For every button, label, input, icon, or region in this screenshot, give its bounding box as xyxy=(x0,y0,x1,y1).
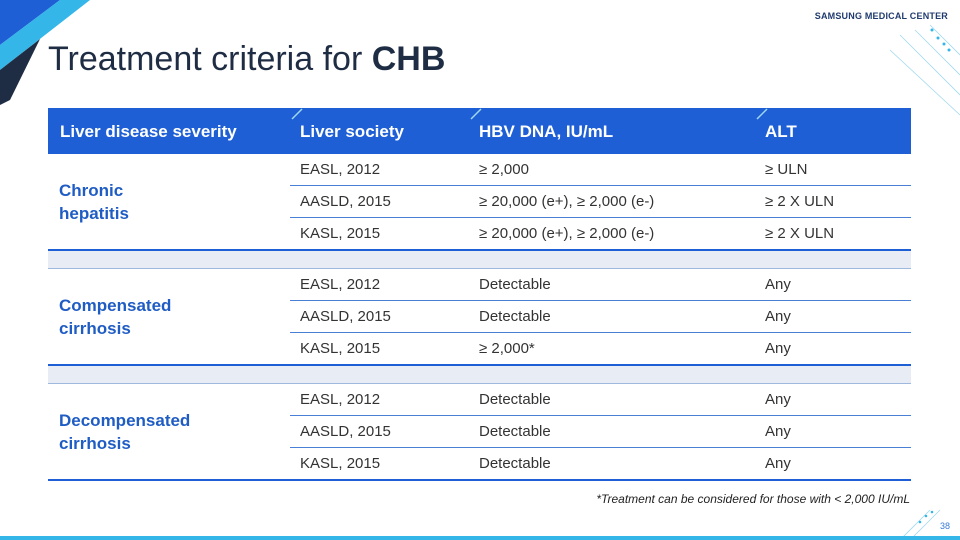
cell-society: AASLD, 2015 xyxy=(300,423,391,440)
cell-hbv-dna: Detectable xyxy=(479,455,551,472)
corner-decoration xyxy=(0,0,90,105)
header-cell-hbv-dna: HBV DNA, IU/mL xyxy=(479,122,614,141)
cell-society: KASL, 2015 xyxy=(300,455,381,472)
group-label-line: hepatitis xyxy=(59,204,129,223)
network-decoration-bottom xyxy=(900,509,941,540)
cell-hbv-dna: ≥ 20,000 (e+), ≥ 2,000 (e-) xyxy=(479,193,655,210)
cell-hbv-dna: Detectable xyxy=(479,308,551,325)
title-normal: Treatment criteria for xyxy=(48,40,372,78)
table-row: KASL, 2015 ≥ 2,000* Any xyxy=(290,333,911,364)
table-row: AASLD, 2015 ≥ 20,000 (e+), ≥ 2,000 (e-) … xyxy=(290,186,911,218)
network-decoration xyxy=(889,24,960,116)
table-row: EASL, 2012 ≥ 2,000 ≥ ULN xyxy=(290,154,911,186)
header-cell-alt: ALT xyxy=(765,122,797,141)
cell-hbv-dna: Detectable xyxy=(479,276,551,293)
cell-society: EASL, 2012 xyxy=(300,161,381,178)
group-label-line: Compensated xyxy=(59,296,172,315)
table-header-row: Liver disease severity Liver society HBV… xyxy=(48,108,911,154)
header-tick-icon xyxy=(470,108,482,120)
cell-alt: Any xyxy=(765,276,791,293)
header-tick-icon xyxy=(291,108,303,120)
header-cell-society: Liver society xyxy=(300,122,404,141)
brand-logo-text: SAMSUNG MEDICAL CENTER xyxy=(814,11,948,21)
page-title: Treatment criteria for CHB xyxy=(48,40,445,79)
table-row: EASL, 2012 Detectable Any xyxy=(290,384,911,416)
header-tick-icon xyxy=(756,108,768,120)
cell-society: EASL, 2012 xyxy=(300,276,381,293)
header-cell-severity: Liver disease severity xyxy=(60,122,237,141)
footnote: *Treatment can be considered for those w… xyxy=(596,492,910,506)
cell-alt: ≥ ULN xyxy=(765,161,808,178)
cell-society: EASL, 2012 xyxy=(300,391,381,408)
cell-alt: Any xyxy=(765,423,791,440)
cell-alt: ≥ 2 X ULN xyxy=(765,225,835,242)
table-row: AASLD, 2015 Detectable Any xyxy=(290,416,911,448)
group-label: Chronic hepatitis xyxy=(59,179,129,225)
criteria-table: Liver disease severity Liver society HBV… xyxy=(48,108,911,481)
cell-society: AASLD, 2015 xyxy=(300,193,391,210)
cell-hbv-dna: Detectable xyxy=(479,423,551,440)
group-label: Compensated cirrhosis xyxy=(59,294,171,340)
group-label-line: cirrhosis xyxy=(59,434,131,453)
cell-alt: ≥ 2 X ULN xyxy=(765,193,835,210)
group-chronic-hepatitis: Chronic hepatitis EASL, 2012 ≥ 2,000 ≥ U… xyxy=(48,154,911,251)
group-compensated-cirrhosis: Compensated cirrhosis EASL, 2012 Detecta… xyxy=(48,269,911,366)
cell-alt: Any xyxy=(765,391,791,408)
group-spacer xyxy=(48,366,911,384)
group-decompensated-cirrhosis: Decompensated cirrhosis EASL, 2012 Detec… xyxy=(48,384,911,481)
cell-society: KASL, 2015 xyxy=(300,340,381,357)
cell-alt: Any xyxy=(765,308,791,325)
page-number: 38 xyxy=(939,521,950,531)
group-label-line: Chronic xyxy=(59,181,124,200)
title-bold: CHB xyxy=(371,40,446,78)
table-row: EASL, 2012 Detectable Any xyxy=(290,269,911,301)
group-label-line: Decompensated xyxy=(59,411,191,430)
cell-hbv-dna: ≥ 20,000 (e+), ≥ 2,000 (e-) xyxy=(479,225,655,242)
cell-society: KASL, 2015 xyxy=(300,225,381,242)
group-label: Decompensated cirrhosis xyxy=(59,409,190,455)
cell-alt: Any xyxy=(765,455,791,472)
cell-hbv-dna: ≥ 2,000 xyxy=(479,161,529,178)
table-row: KASL, 2015 ≥ 20,000 (e+), ≥ 2,000 (e-) ≥… xyxy=(290,218,911,249)
table-row: KASL, 2015 Detectable Any xyxy=(290,448,911,479)
bottom-accent-bar xyxy=(0,536,960,540)
group-label-line: cirrhosis xyxy=(59,319,131,338)
cell-alt: Any xyxy=(765,340,791,357)
table-row: AASLD, 2015 Detectable Any xyxy=(290,301,911,333)
cell-hbv-dna: Detectable xyxy=(479,391,551,408)
cell-society: AASLD, 2015 xyxy=(300,308,391,325)
group-spacer xyxy=(48,251,911,269)
cell-hbv-dna: ≥ 2,000* xyxy=(479,340,535,357)
